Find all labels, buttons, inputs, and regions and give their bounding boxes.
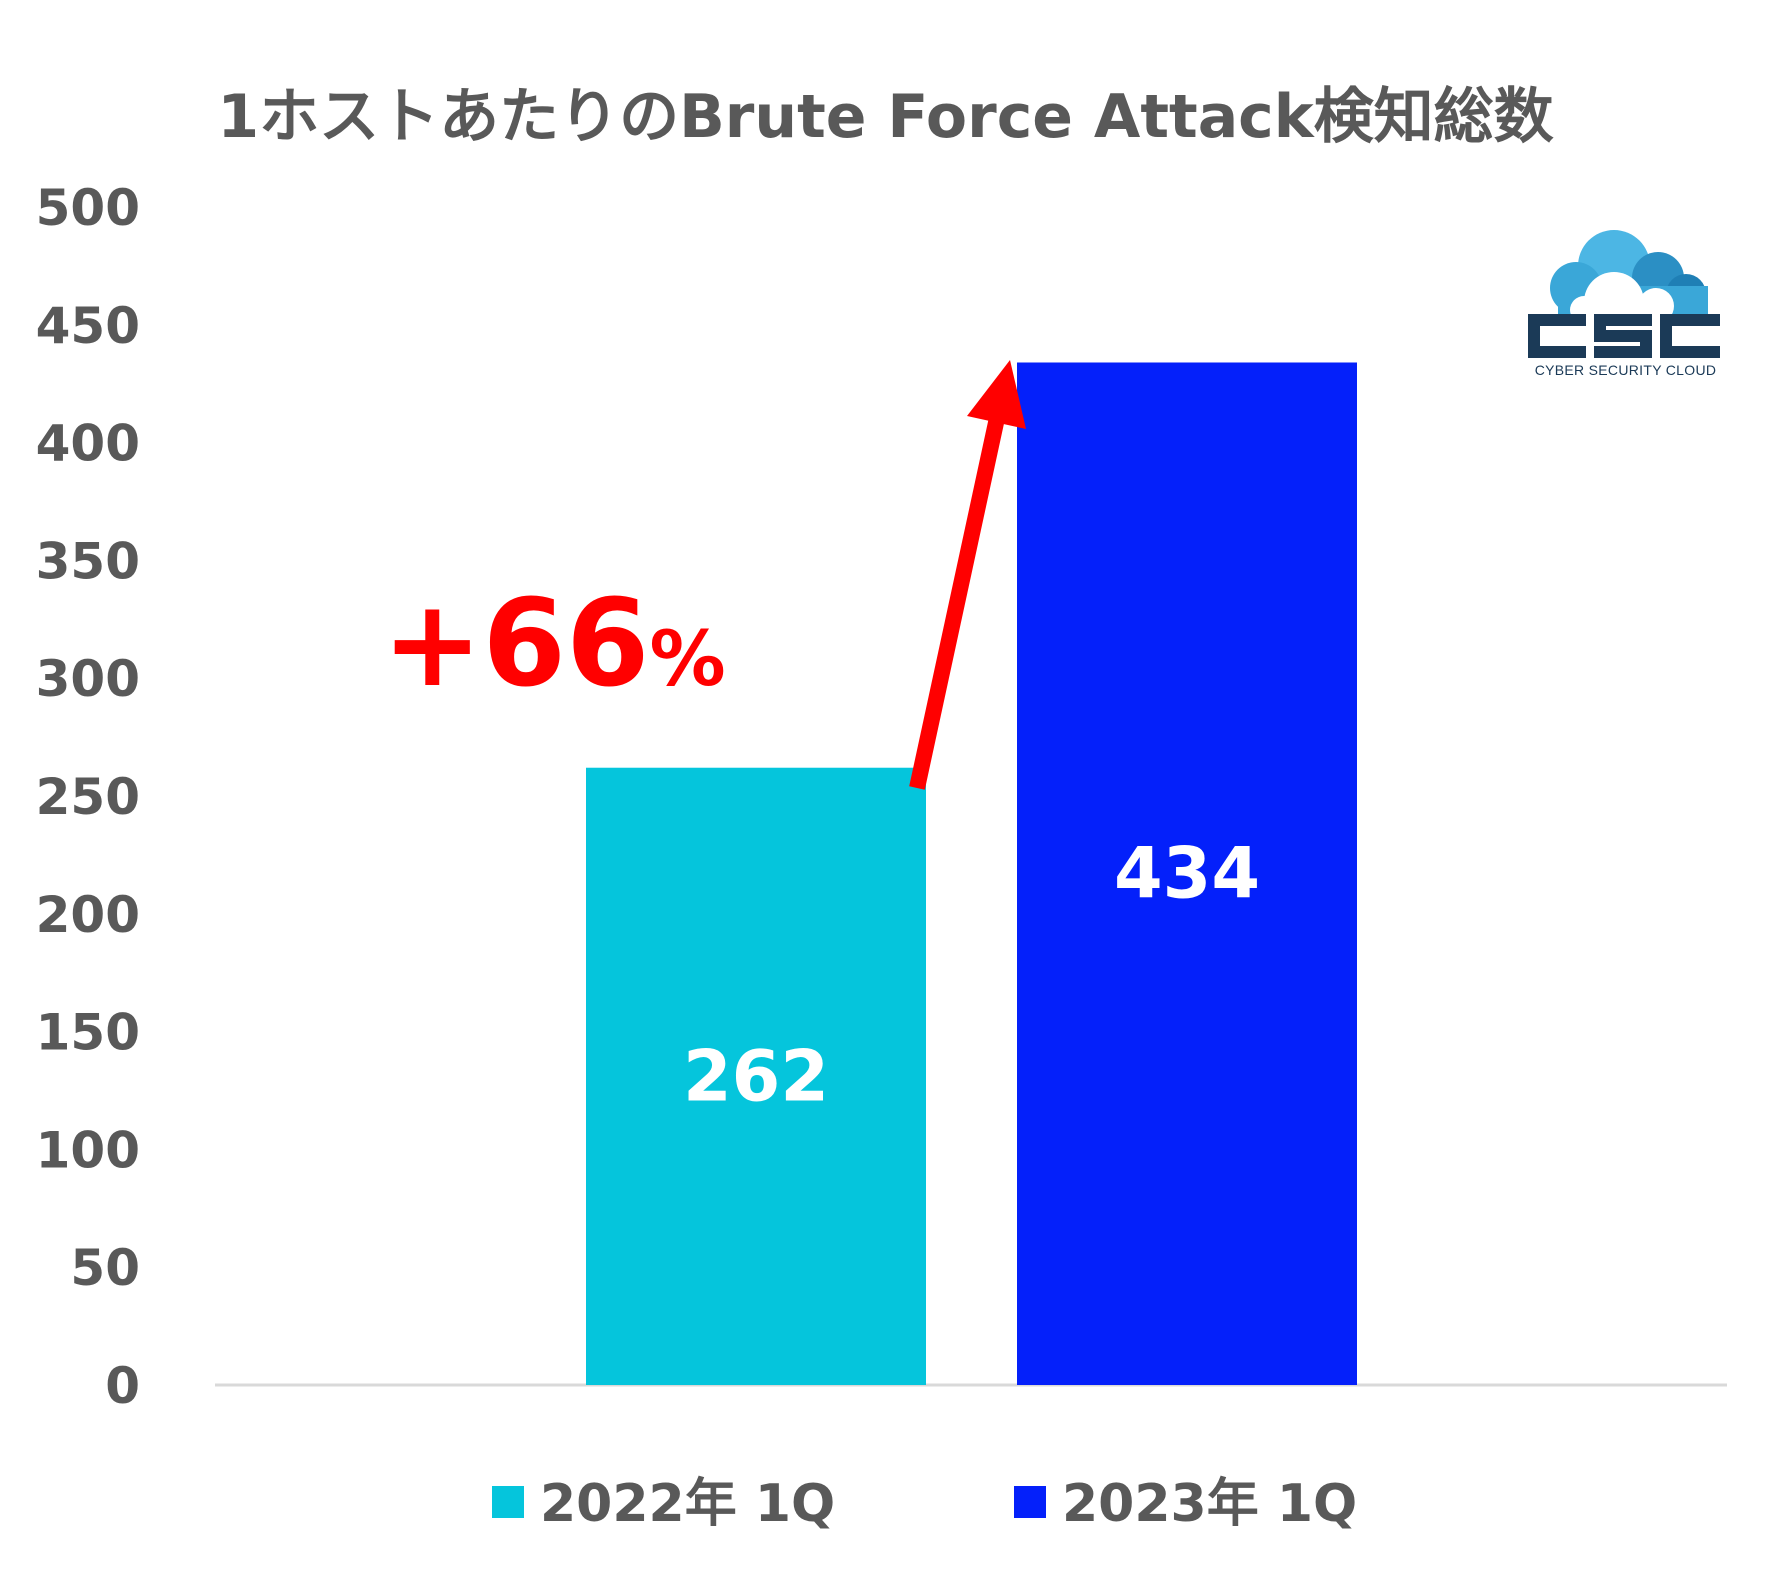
y-tick-label: 50 bbox=[70, 1239, 140, 1297]
growth-annotation: +66% bbox=[382, 360, 1026, 790]
y-tick-label: 100 bbox=[36, 1121, 140, 1179]
growth-value: +66 bbox=[382, 575, 650, 714]
y-tick-label: 500 bbox=[36, 179, 140, 237]
growth-arrow-shaft bbox=[909, 416, 1005, 790]
growth-unit: % bbox=[650, 614, 726, 703]
y-tick-label: 200 bbox=[36, 886, 140, 944]
legend-swatch bbox=[492, 1486, 524, 1518]
csc-wordmark bbox=[1528, 314, 1720, 358]
bar bbox=[1017, 362, 1357, 1386]
y-tick-label: 0 bbox=[105, 1357, 140, 1415]
legend-label: 2022年 1Q bbox=[540, 1474, 835, 1534]
legend-swatch bbox=[1014, 1486, 1046, 1518]
y-tick-label: 150 bbox=[36, 1004, 140, 1062]
y-tick-label: 350 bbox=[36, 532, 140, 590]
growth-percent-label: +66% bbox=[382, 575, 726, 714]
bars bbox=[586, 362, 1357, 1386]
data-labels: 262 434 bbox=[683, 833, 1260, 1118]
bar-value-label: 434 bbox=[1114, 833, 1260, 915]
logo-subtitle: CYBER SECURITY CLOUD bbox=[1534, 362, 1717, 378]
y-tick-label: 400 bbox=[36, 415, 140, 473]
y-tick-label: 300 bbox=[36, 650, 140, 708]
legend: 2022年 1Q 2023年 1Q bbox=[492, 1474, 1357, 1534]
bar-value-label: 262 bbox=[683, 1035, 829, 1117]
csc-logo bbox=[1528, 230, 1720, 358]
y-tick-label: 450 bbox=[36, 297, 140, 355]
y-axis-ticks: 0 50 100 150 200 250 300 350 400 450 500 bbox=[36, 179, 140, 1415]
bar bbox=[586, 767, 926, 1385]
growth-arrow-head bbox=[967, 360, 1026, 429]
legend-label: 2023年 1Q bbox=[1062, 1474, 1357, 1534]
chart-title: 1ホストあたりのBrute Force Attack検知総数 bbox=[217, 82, 1554, 152]
y-tick-label: 250 bbox=[36, 768, 140, 826]
